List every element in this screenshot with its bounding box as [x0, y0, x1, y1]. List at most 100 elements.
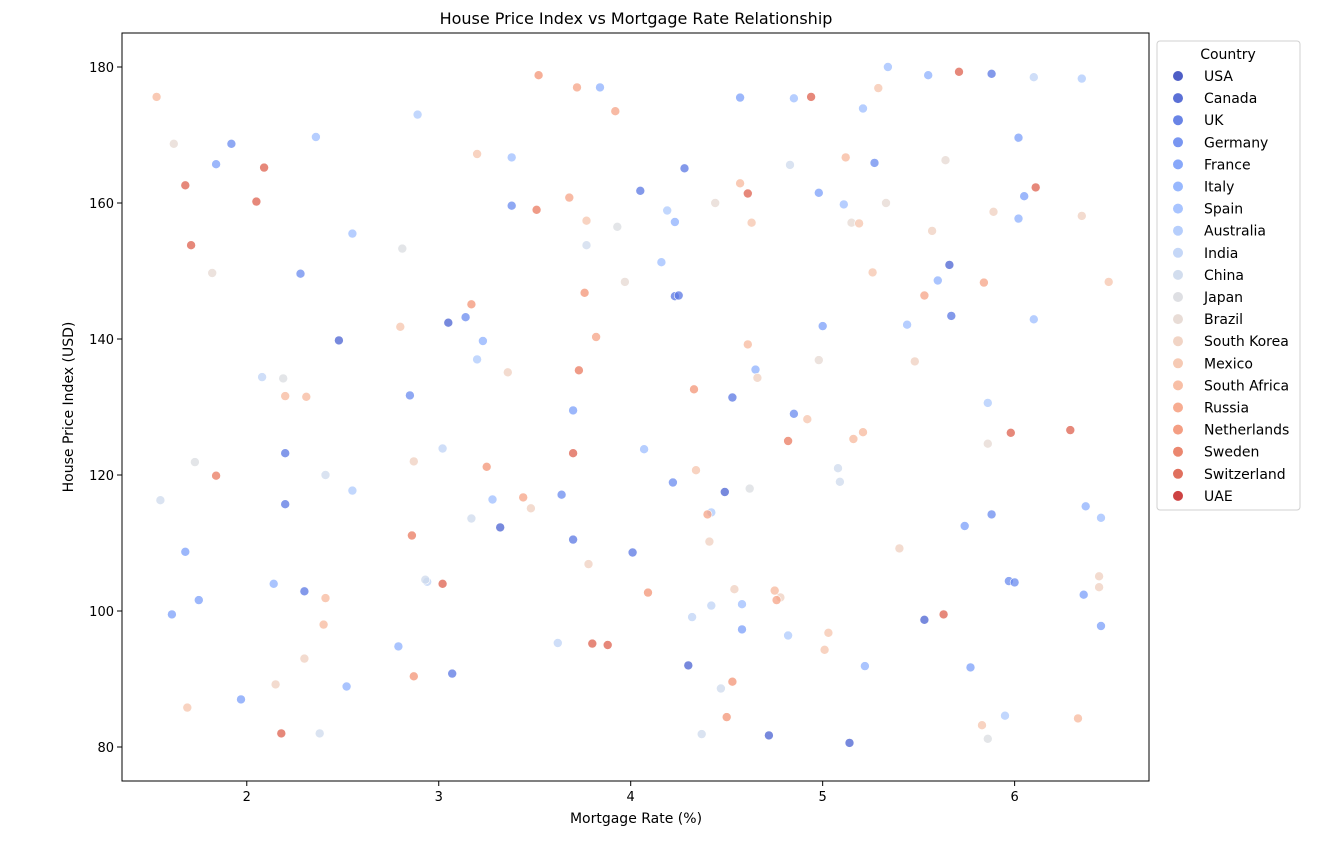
data-point: [347, 228, 358, 239]
data-point: [1000, 710, 1010, 721]
data-point: [869, 158, 880, 168]
data-point: [180, 180, 191, 191]
data-point: [211, 159, 221, 169]
data-point: [643, 587, 653, 598]
data-point: [635, 186, 646, 196]
data-point: [867, 267, 878, 278]
data-point: [789, 408, 799, 419]
data-point: [909, 356, 920, 367]
legend-marker: [1173, 468, 1183, 479]
data-point: [318, 619, 329, 630]
data-point: [564, 192, 575, 203]
data-point: [472, 149, 482, 159]
data-point: [518, 492, 529, 503]
data-point: [314, 728, 325, 739]
data-point: [965, 662, 976, 673]
data-point: [270, 679, 281, 690]
data-point: [1077, 211, 1087, 221]
legend-marker: [1173, 424, 1183, 435]
legend-label: USA: [1204, 69, 1233, 85]
data-point: [927, 226, 937, 236]
data-point: [207, 268, 217, 278]
data-point: [251, 196, 262, 207]
data-point: [478, 336, 488, 346]
data-point: [806, 92, 816, 102]
data-point: [735, 178, 745, 189]
data-point: [408, 671, 419, 682]
legend-label: Switzerland: [1204, 467, 1286, 483]
legend-label: South Korea: [1204, 334, 1289, 350]
data-point: [506, 200, 517, 211]
data-point: [572, 82, 582, 93]
data-point: [1078, 589, 1089, 600]
y-axis-title: House Price Index (USD): [61, 322, 77, 493]
legend-marker: [1173, 159, 1183, 170]
legend: Country USA Canada UK Germany France Italy Spa…: [1156, 40, 1301, 511]
data-point: [785, 160, 795, 170]
data-point: [211, 470, 221, 481]
data-point: [883, 62, 893, 72]
data-point: [531, 205, 542, 215]
legend-marker: [1173, 358, 1183, 369]
data-point: [946, 311, 957, 321]
data-point: [627, 547, 638, 558]
x-tick-label: 5: [819, 790, 827, 805]
data-point: [472, 354, 482, 365]
data-point: [1029, 72, 1039, 82]
data-point: [280, 448, 291, 459]
data-point: [771, 595, 782, 605]
data-point: [299, 586, 310, 597]
legend-label: Brazil: [1204, 312, 1243, 328]
legend-marker: [1173, 380, 1183, 391]
data-point: [186, 240, 196, 250]
data-point: [735, 92, 745, 103]
data-point: [420, 574, 431, 585]
data-point: [702, 509, 713, 520]
data-point: [408, 456, 419, 467]
legend-label: Netherlands: [1204, 423, 1289, 439]
legend-marker: [1173, 137, 1183, 148]
points-layer: [151, 62, 1114, 748]
data-point: [1019, 191, 1029, 201]
data-point: [979, 277, 989, 288]
data-point: [687, 612, 697, 622]
data-point: [397, 243, 408, 254]
legend-label: France: [1204, 157, 1251, 173]
data-point: [858, 427, 868, 438]
data-point: [833, 463, 843, 474]
data-point: [595, 82, 605, 93]
legend-marker: [1173, 225, 1183, 236]
data-point: [1080, 501, 1091, 512]
data-point: [1077, 73, 1087, 84]
data-point: [180, 546, 191, 557]
data-point: [769, 585, 780, 596]
data-point: [727, 676, 738, 687]
data-point: [819, 644, 830, 655]
data-point: [919, 614, 930, 625]
data-point: [944, 260, 955, 270]
data-point: [1029, 314, 1039, 325]
data-point: [579, 287, 590, 298]
data-point: [746, 217, 757, 228]
y-tick-label: 100: [89, 605, 114, 620]
data-point: [447, 668, 458, 679]
data-point: [860, 661, 870, 671]
legend-label: UK: [1204, 113, 1224, 129]
data-point: [704, 536, 715, 547]
data-point: [568, 448, 578, 459]
legend-label: Japan: [1203, 290, 1243, 306]
legend-marker: [1173, 314, 1183, 325]
data-point: [982, 398, 993, 408]
data-point: [395, 321, 406, 332]
data-point: [1096, 512, 1106, 523]
data-point: [278, 373, 289, 384]
x-axis: 2 3 4 5 6: [243, 781, 1019, 805]
data-point: [977, 720, 987, 731]
x-tick-label: 4: [627, 790, 635, 805]
data-point: [320, 593, 331, 603]
legend-label: UAE: [1204, 489, 1233, 505]
data-point: [610, 106, 621, 116]
data-point: [848, 434, 859, 444]
data-point: [737, 599, 747, 610]
y-tick-label: 160: [89, 197, 114, 212]
